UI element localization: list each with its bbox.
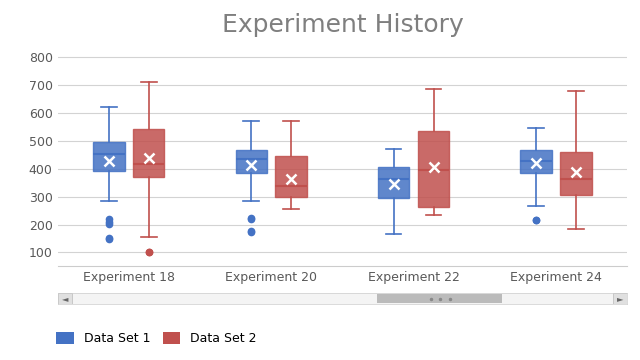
Bar (376, 294, 502, 303)
Bar (613, 293, 627, 304)
Bar (58, 293, 72, 304)
PathPatch shape (236, 150, 267, 172)
PathPatch shape (418, 131, 449, 207)
Title: Experiment History: Experiment History (221, 13, 463, 37)
PathPatch shape (520, 150, 552, 172)
PathPatch shape (133, 129, 164, 177)
Text: ►: ► (617, 294, 623, 303)
Text: ◄: ◄ (61, 294, 68, 303)
Legend: Data Set 1, Data Set 2: Data Set 1, Data Set 2 (51, 327, 262, 350)
PathPatch shape (378, 167, 410, 198)
PathPatch shape (560, 152, 591, 195)
PathPatch shape (275, 156, 307, 197)
PathPatch shape (93, 141, 125, 171)
